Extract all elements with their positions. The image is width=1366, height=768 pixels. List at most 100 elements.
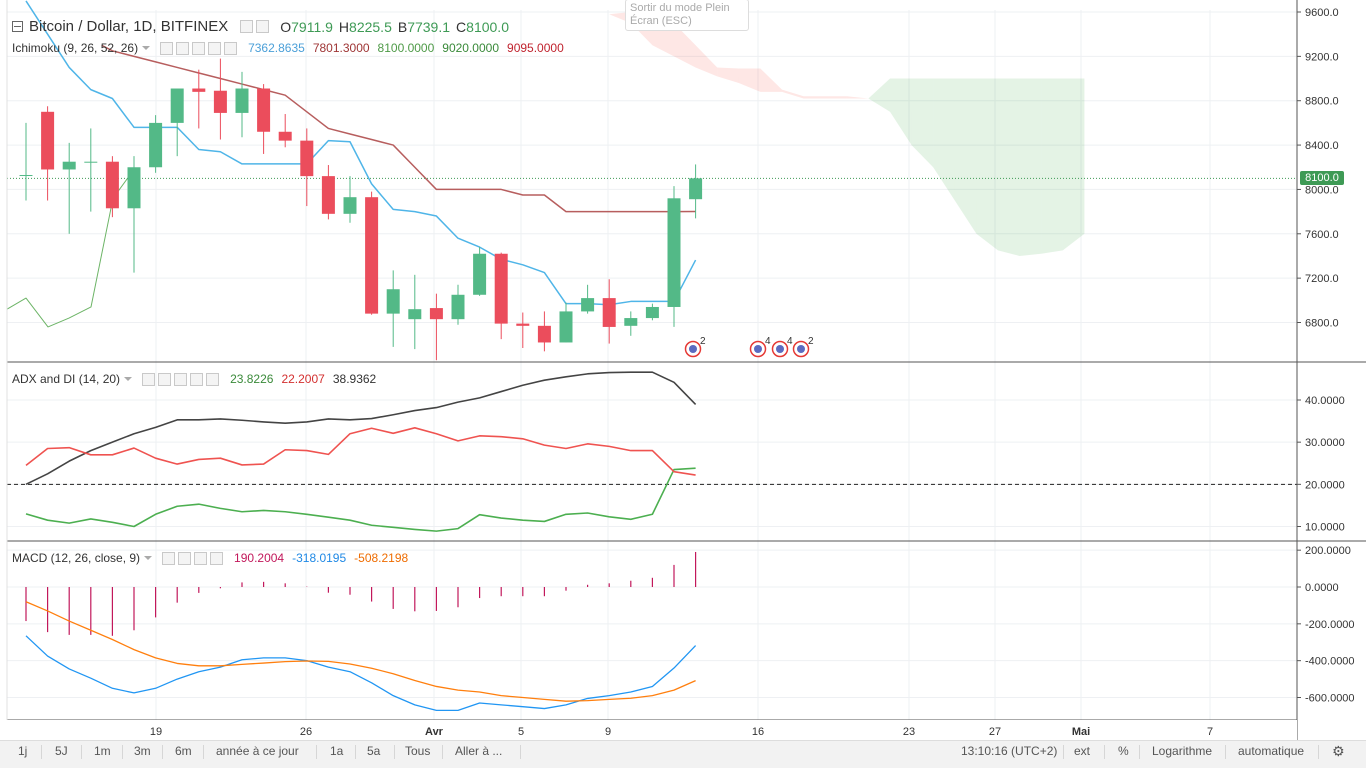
candle-body <box>127 167 141 209</box>
eye-icon[interactable] <box>240 20 254 33</box>
exit-fullscreen-tooltip: Sortir du mode Plein Écran (ESC) <box>625 0 749 31</box>
period-1j[interactable]: 1j <box>18 744 28 758</box>
candle-body <box>235 88 249 113</box>
period-ytd[interactable]: année à ce jour <box>216 744 299 758</box>
signal-line <box>25 601 696 702</box>
symbol-title[interactable]: Bitcoin / Dollar, 1D, BITFINEX <box>29 18 229 35</box>
gear-icon[interactable]: ⚙ <box>1332 743 1345 759</box>
legend-tools <box>240 20 272 33</box>
macd-axis-label: -600.0000 <box>1305 693 1355 705</box>
flag-icon-inner <box>776 345 784 353</box>
ext-toggle[interactable]: ext <box>1074 744 1091 758</box>
candle-body <box>408 309 422 320</box>
low-value: 7739.1 <box>407 18 451 35</box>
high-value: 8225.5 <box>349 18 392 35</box>
ichimoku-cloud-segment <box>976 78 998 251</box>
close-icon[interactable] <box>224 41 238 55</box>
adx-title[interactable]: ADX and DI (14, 20) <box>12 372 121 386</box>
plus-icon[interactable] <box>208 41 222 55</box>
event-badge: 2 <box>792 336 814 358</box>
gear-icon[interactable] <box>178 551 192 565</box>
candle-body <box>559 311 573 343</box>
event-badge: 4 <box>749 336 771 358</box>
ichimoku-cloud-segment <box>868 78 890 112</box>
gear-icon[interactable] <box>158 372 172 386</box>
candle-body <box>473 253 487 295</box>
candle-body <box>537 325 551 343</box>
time-axis-label: 9 <box>605 726 611 738</box>
period-5j[interactable]: 5J <box>55 744 68 758</box>
price-axis-label: 7600.0 <box>1305 229 1339 241</box>
time-axis-label: 27 <box>989 726 1001 738</box>
period-tous[interactable]: Tous <box>405 744 431 758</box>
minus-di-line <box>25 427 696 476</box>
open-label: O <box>280 18 292 35</box>
macd-title[interactable]: MACD (12, 26, close, 9) <box>12 551 141 565</box>
price-axis-label: 8000.0 <box>1305 184 1339 196</box>
ichimoku-title[interactable]: Ichimoku (9, 26, 52, 26) <box>12 41 139 55</box>
eye-icon[interactable] <box>142 372 156 386</box>
bottom-toolbar: 1j 5J 1m 3m 6m année à ce jour 1a 5a Tou… <box>0 740 1366 768</box>
period-1a[interactable]: 1a <box>330 744 344 758</box>
macd-value: -318.0195 <box>292 551 347 565</box>
low-label: B <box>397 18 408 35</box>
close-icon[interactable] <box>210 551 224 565</box>
adx-axis-label: 20.0000 <box>1305 479 1345 491</box>
log-toggle[interactable]: Logarithme <box>1152 744 1213 758</box>
goto-date-button[interactable]: Aller à ... <box>455 744 503 758</box>
candle-body <box>645 306 659 319</box>
time-axis-label: 7 <box>1207 726 1213 738</box>
chevron-down-icon[interactable] <box>124 377 133 381</box>
clock-timezone[interactable]: 13:10:16 (UTC+2) <box>961 744 1058 758</box>
auto-toggle[interactable]: automatique <box>1238 744 1305 758</box>
candle-body <box>19 175 33 177</box>
adx-line <box>25 371 697 486</box>
candle-body <box>689 178 703 200</box>
candle-body <box>170 88 184 123</box>
collapse-icon[interactable] <box>12 21 23 32</box>
settings-small-icon[interactable] <box>256 20 270 33</box>
macd-axis-label: -200.0000 <box>1305 619 1355 631</box>
candle-body <box>516 323 530 326</box>
adx-axis-label: 30.0000 <box>1305 437 1345 449</box>
event-badge: 2 <box>684 336 706 358</box>
chart-canvas[interactable]: 2 4 4 2 9600.0 9200.0 8800.0 8400.0 8000.0 7600.… <box>0 0 1366 740</box>
ichimoku-cloud-segment <box>911 78 934 168</box>
ichimoku-legend: Ichimoku (9, 26, 52, 26) 7362.8635 7801.… <box>12 41 572 55</box>
ichimoku-value-4: 9020.0000 <box>442 41 500 55</box>
adx-value: 38.9362 <box>332 372 377 386</box>
price-axis-label: 6800.0 <box>1305 318 1339 330</box>
indicator-tools <box>160 41 240 55</box>
ichimoku-cloud-segment <box>717 67 739 83</box>
eye-icon[interactable] <box>162 551 176 565</box>
candle-body <box>581 298 595 312</box>
period-5a[interactable]: 5a <box>367 744 381 758</box>
candle-body <box>62 161 76 170</box>
plus-icon[interactable] <box>190 372 204 386</box>
ichimoku-cloud-segment <box>760 68 782 92</box>
chevron-down-icon[interactable] <box>142 46 151 50</box>
percent-toggle[interactable]: % <box>1118 744 1129 758</box>
ichimoku-cloud-segment <box>803 96 826 99</box>
macd-hist-value: 190.2004 <box>234 551 285 565</box>
ichimoku-cloud-segment <box>954 78 977 234</box>
period-3m[interactable]: 3m <box>134 744 151 758</box>
minus-di-value: 22.2007 <box>281 372 325 386</box>
gear-icon[interactable] <box>176 41 190 55</box>
eye-icon[interactable] <box>160 41 174 55</box>
period-6m[interactable]: 6m <box>175 744 192 758</box>
chevron-down-icon[interactable] <box>144 556 153 560</box>
source-icon[interactable] <box>174 372 188 386</box>
ichimoku-cloud-segment <box>738 68 761 92</box>
ichimoku-cloud-segment <box>1062 78 1085 251</box>
close-icon[interactable] <box>206 372 220 386</box>
main-legend: Bitcoin / Dollar, 1D, BITFINEX O 7911.9 … <box>12 18 509 35</box>
source-icon[interactable] <box>192 41 206 55</box>
plus-icon[interactable] <box>194 551 208 565</box>
ichimoku-value-3: 8100.0000 <box>377 41 435 55</box>
candle-body <box>429 308 443 320</box>
macd-axis-label: 200.0000 <box>1305 545 1351 557</box>
candle-body <box>494 253 508 324</box>
candle-body <box>278 131 292 141</box>
period-1m[interactable]: 1m <box>94 744 111 758</box>
